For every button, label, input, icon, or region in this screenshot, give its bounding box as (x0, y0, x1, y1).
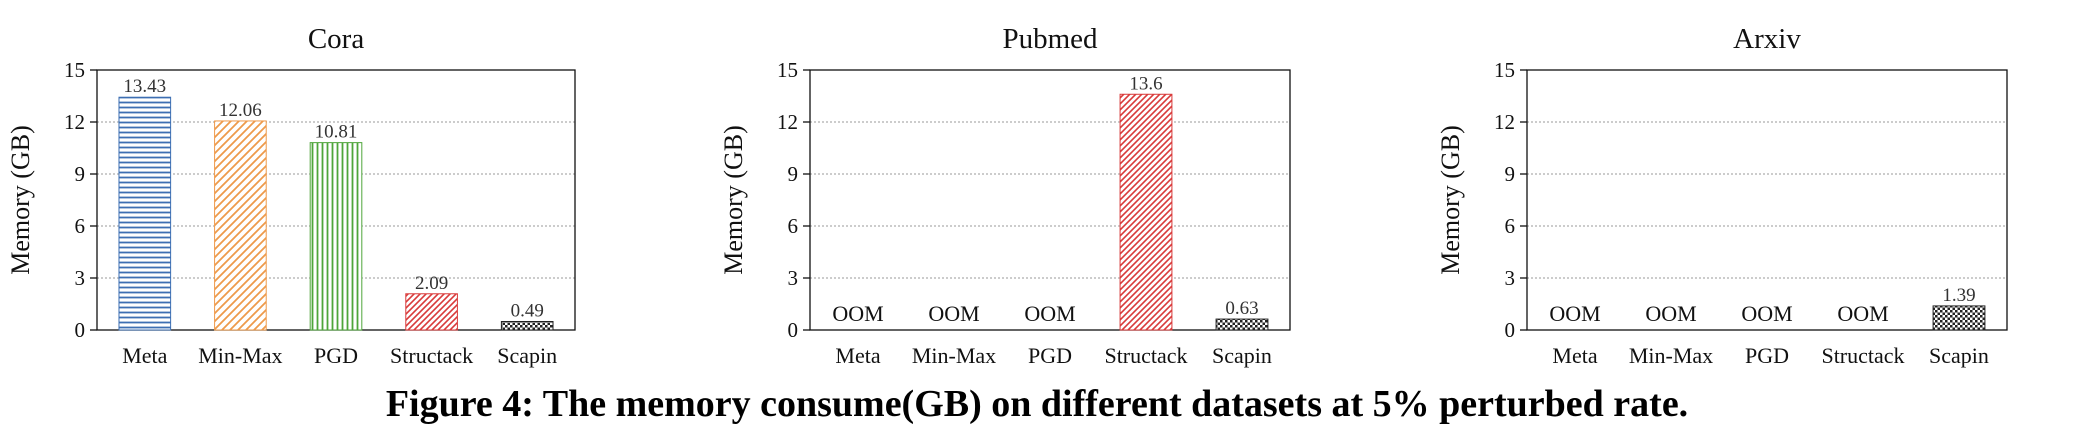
data-label: 13.43 (123, 76, 166, 97)
chart-panel-cora: Cora 0 3 6 9 12 15 Memory (GB) 13.43 Meta 12.06 Min… (6, 23, 576, 368)
bar-structack (1119, 93, 1173, 331)
x-tick-label: Min-Max (912, 343, 996, 368)
oom-label: OOM (1645, 301, 1696, 326)
bar-scapin (1932, 305, 1986, 331)
y-tick-label: 12 (1494, 110, 1515, 134)
plot-frame (809, 69, 1291, 331)
y-tick-label: 3 (788, 266, 799, 290)
y-tick-label: 9 (1505, 162, 1516, 186)
charts-area: Cora 0 3 6 9 12 15 Memory (GB) 13.43 Meta 12.06 Min… (6, 23, 2008, 368)
y-tick-label: 15 (64, 58, 85, 82)
plot-frame (1526, 69, 2008, 331)
x-tick-label: Scapin (1212, 343, 1272, 368)
x-tick-label: Structack (1821, 343, 1904, 368)
y-axis-label: Memory (GB) (6, 125, 35, 274)
y-tick-label: 0 (1505, 318, 1516, 342)
y-tick-label: 0 (75, 318, 86, 342)
x-tick-label: Min-Max (198, 343, 282, 368)
x-tick-label: Scapin (1929, 343, 1989, 368)
x-tick-label: Structack (1104, 343, 1187, 368)
oom-label: OOM (1741, 301, 1792, 326)
data-label: 2.09 (415, 273, 448, 294)
oom-label: OOM (1549, 301, 1600, 326)
chart-panel-pubmed: Pubmed 0 3 6 9 12 15 Memory (GB) OOM Meta OOM Min-M… (719, 23, 1291, 368)
data-label: 0.63 (1225, 298, 1258, 319)
chart-title: Pubmed (1002, 23, 1098, 55)
bar-meta (118, 96, 172, 331)
y-tick-label: 12 (777, 110, 798, 134)
x-tick-label: PGD (1745, 343, 1789, 368)
data-label: 10.81 (315, 122, 358, 143)
y-tick-label: 9 (788, 162, 799, 186)
y-axis-label: Memory (GB) (719, 125, 748, 274)
oom-label: OOM (1024, 301, 1075, 326)
data-label: 1.39 (1942, 285, 1975, 306)
data-label: 13.6 (1129, 73, 1162, 94)
data-label: 12.06 (219, 100, 262, 121)
y-tick-label: 15 (1494, 58, 1515, 82)
chart-panel-arxiv: Arxiv 0 3 6 9 12 15 Memory (GB) OOM Meta OOM Min-Ma… (1436, 23, 2008, 368)
x-tick-label: Meta (835, 343, 880, 368)
y-axis-label: Memory (GB) (1436, 125, 1465, 274)
oom-label: OOM (928, 301, 979, 326)
chart-title: Arxiv (1733, 23, 1801, 55)
y-tick-label: 6 (1505, 214, 1516, 238)
bar-scapin (1215, 318, 1269, 331)
y-tick-label: 6 (788, 214, 799, 238)
x-tick-label: Meta (122, 343, 167, 368)
chart-title: Cora (308, 23, 365, 55)
y-tick-label: 15 (777, 58, 798, 82)
x-tick-label: Meta (1552, 343, 1597, 368)
y-tick-label: 6 (75, 214, 86, 238)
figure-caption: Figure 4: The memory consume(GB) on diff… (385, 383, 1689, 425)
oom-label: OOM (1837, 301, 1888, 326)
x-tick-label: PGD (314, 343, 358, 368)
x-tick-label: Structack (390, 343, 473, 368)
bar-structack (405, 293, 458, 331)
y-tick-label: 3 (1505, 266, 1516, 290)
bar-scapin (500, 321, 554, 331)
y-tick-label: 9 (75, 162, 86, 186)
y-tick-label: 12 (64, 110, 85, 134)
bar-min-max (214, 120, 267, 331)
data-label: 0.49 (511, 301, 544, 322)
x-tick-label: PGD (1028, 343, 1072, 368)
bar-pgd (309, 142, 363, 331)
y-tick-label: 0 (788, 318, 799, 342)
x-tick-label: Scapin (497, 343, 557, 368)
y-tick-label: 3 (75, 266, 86, 290)
oom-label: OOM (832, 301, 883, 326)
x-tick-label: Min-Max (1629, 343, 1713, 368)
